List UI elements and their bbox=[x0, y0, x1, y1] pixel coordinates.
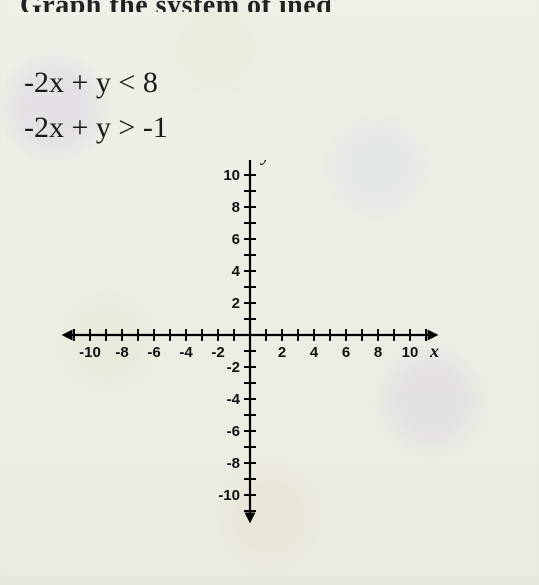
x-tick-label: 8 bbox=[374, 344, 382, 361]
x-tick-label: 10 bbox=[402, 344, 419, 361]
y-tick-label: 10 bbox=[223, 167, 240, 184]
y-tick-label: 8 bbox=[232, 199, 240, 216]
x-tick-label: -2 bbox=[211, 344, 224, 361]
y-axis-label: y bbox=[260, 160, 271, 165]
inequality-system: -2x + y < 8 -2x + y > -1 bbox=[24, 60, 519, 150]
graph-svg: -10 -8 -6 -4 -2 2 4 6 8 10 2 4 6 8 10 -2 -4 -6 -8 -10 y x bbox=[40, 160, 460, 540]
x-tick-label: -6 bbox=[147, 344, 160, 361]
x-axis-label: x bbox=[429, 341, 439, 361]
y-tick-label: -2 bbox=[227, 359, 240, 376]
x-tick-label: -8 bbox=[115, 344, 128, 361]
y-tick-label: 4 bbox=[232, 263, 241, 280]
x-tick-label: 2 bbox=[278, 344, 286, 361]
coordinate-graph: -10 -8 -6 -4 -2 2 4 6 8 10 2 4 6 8 10 -2 -4 -6 -8 -10 y x bbox=[40, 160, 460, 540]
y-tick-label: -8 bbox=[227, 455, 240, 472]
y-tick-label: 2 bbox=[232, 295, 240, 312]
x-tick-label: -10 bbox=[79, 344, 101, 361]
y-tick-label: -4 bbox=[227, 391, 241, 408]
y-tick-label: -6 bbox=[227, 423, 240, 440]
x-tick-label: 6 bbox=[342, 344, 350, 361]
inequality-2: -2x + y > -1 bbox=[24, 105, 519, 150]
y-tick-label: 6 bbox=[232, 231, 240, 248]
page-title: Graph the system of ineq bbox=[20, 0, 519, 12]
x-tick-label: -4 bbox=[179, 344, 193, 361]
y-tick-label: -10 bbox=[218, 487, 240, 504]
inequality-1: -2x + y < 8 bbox=[24, 60, 519, 105]
x-tick-label: 4 bbox=[310, 344, 319, 361]
